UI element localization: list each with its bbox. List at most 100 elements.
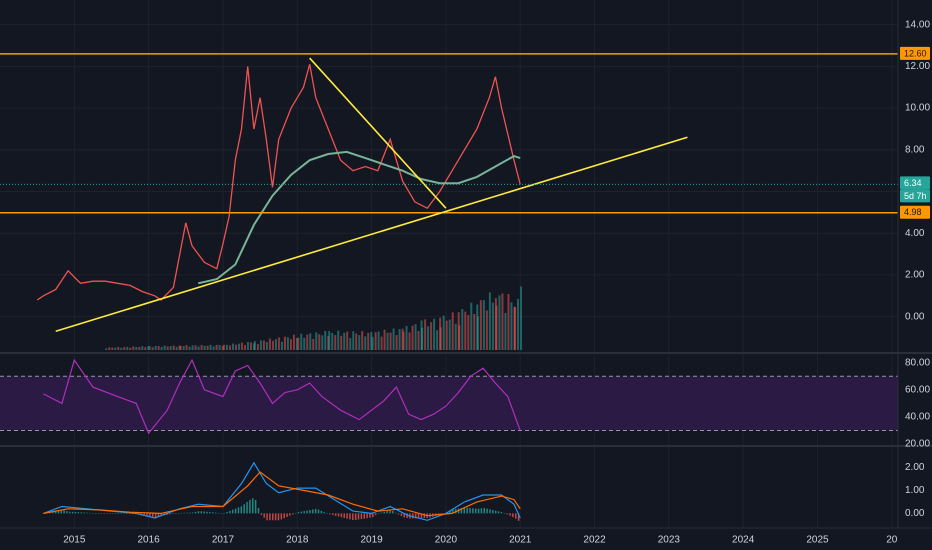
volume-bar (144, 347, 147, 350)
macd-histogram-bar (352, 513, 354, 521)
volume-bar (436, 330, 439, 350)
volume-bar (377, 331, 380, 350)
volume-bar (221, 346, 224, 350)
volume-bar (424, 319, 427, 350)
macd-histogram-bar (300, 511, 303, 514)
volume-bar (138, 346, 141, 350)
volume-bar (318, 334, 321, 350)
macd-histogram-bar (503, 513, 506, 514)
macd-histogram-bar (232, 509, 234, 514)
volume-bar (395, 335, 398, 350)
macd-histogram-bar (412, 513, 414, 519)
volume-bar (129, 347, 132, 350)
signal-line (43, 471, 521, 517)
volume-bar (386, 332, 389, 350)
rsi-tick-label: 80.00 (905, 357, 930, 368)
macd-histogram-bar (512, 513, 514, 518)
volume-bar (179, 346, 182, 350)
trendline[interactable] (309, 57, 447, 209)
macd-histogram-bar (109, 513, 111, 514)
macd-histogram-bar (414, 513, 417, 519)
macd-histogram-bar (403, 513, 406, 518)
macd-histogram-bar (309, 509, 311, 514)
volume-bar (427, 326, 430, 350)
macd-histogram-bar (280, 513, 283, 520)
macd-histogram-bar (394, 512, 397, 514)
macd-histogram-bar (374, 513, 377, 516)
macd-histogram-bar (171, 513, 174, 515)
macd-histogram-bar (229, 510, 231, 514)
volume-bar (259, 340, 262, 350)
time-tick-label: 2024 (732, 535, 755, 546)
volume-bar (371, 336, 374, 350)
macd-histogram-bar (363, 513, 365, 519)
macd-histogram-bar (237, 507, 240, 514)
volume-bar (315, 332, 318, 350)
volume-bar (470, 302, 473, 350)
volume-bar (405, 325, 408, 350)
macd-histogram-bar (274, 513, 277, 521)
drawings[interactable] (0, 53, 898, 332)
macd-histogram-bar (180, 512, 183, 514)
macd-histogram-bar (120, 513, 123, 514)
macd-histogram-bar (91, 512, 94, 514)
rsi-axis[interactable]: 80.00 60.00 40.00 20.00 (905, 357, 930, 449)
macd-histogram-bar (292, 513, 294, 515)
time-tick-label: 2015 (63, 535, 86, 546)
volume-bar (461, 308, 464, 350)
trendline[interactable] (55, 136, 688, 332)
macd-histogram-bar (366, 513, 368, 519)
volume-bar (464, 311, 467, 350)
macd-histogram-bar (194, 511, 197, 514)
macd-histogram-bar (200, 511, 203, 514)
volume-bar (268, 338, 271, 350)
macd-histogram-bar (312, 509, 314, 514)
volume-bar (295, 338, 298, 350)
macd-pane[interactable] (43, 461, 521, 521)
volume-bar (479, 300, 482, 350)
macd-histogram-bar (57, 510, 60, 514)
macd-histogram-bar (69, 511, 71, 514)
macd-histogram (43, 498, 520, 521)
volume-bar (309, 333, 312, 350)
macd-axis[interactable]: 2.00 1.00 0.00 (905, 462, 925, 519)
volume-bar (520, 286, 523, 350)
volume-bar (203, 345, 206, 350)
volume-bar (439, 327, 442, 350)
macd-histogram-bar (369, 513, 371, 518)
macd-histogram-bar (186, 512, 188, 514)
macd-histogram-bar (177, 513, 180, 514)
volume-bar (228, 345, 231, 350)
macd-histogram-bar (269, 513, 271, 521)
volume-bar (514, 307, 517, 350)
macd-histogram-bar (497, 511, 500, 514)
macd-histogram-bar (240, 506, 243, 514)
macd-histogram-bar (157, 513, 160, 518)
macd-histogram-bar (452, 509, 454, 514)
time-tick-label: 2018 (286, 535, 309, 546)
time-tick-label: 20 (886, 535, 898, 546)
volume-bar (289, 338, 292, 350)
volume-bar (445, 320, 448, 350)
volume-bar (467, 315, 470, 350)
macd-histogram-bar (323, 512, 325, 514)
macd-histogram-bar (303, 511, 305, 514)
macd-histogram-bar (306, 510, 308, 514)
macd-histogram-bar (149, 513, 151, 517)
volume-bar (246, 342, 249, 350)
macd-histogram-bar (254, 499, 257, 514)
volume-bar (172, 345, 175, 350)
volume-bar (114, 347, 117, 350)
last-price-tag: 6.34 (904, 178, 922, 188)
rsi-pane[interactable] (0, 358, 898, 435)
macd-histogram-bar (197, 511, 200, 514)
price-pane[interactable] (0, 53, 898, 350)
volume-bar (141, 346, 144, 350)
rsi-tick-label: 20.00 (905, 439, 930, 450)
macd-tick-label: 0.00 (905, 508, 925, 519)
volume-bar (253, 341, 256, 350)
macd-histogram-bar (380, 512, 383, 514)
time-axis[interactable]: 2015 2016 2017 2018 2019 2020 2021 2022 2023 2024… (63, 535, 898, 546)
moving-average-line (197, 150, 521, 285)
